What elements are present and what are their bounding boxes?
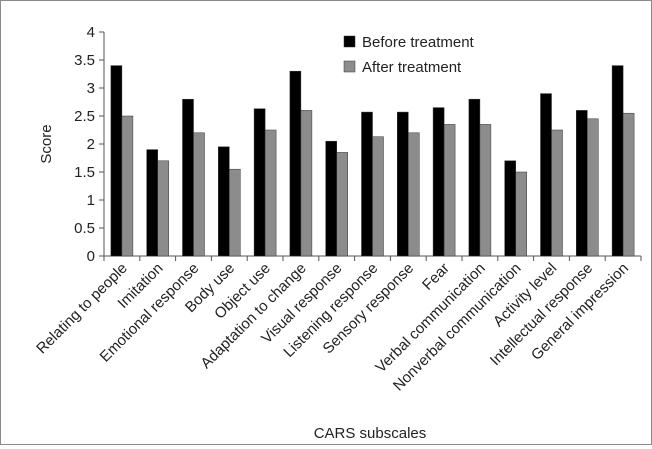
bar-before-treatment — [110, 65, 123, 257]
bar-after-treatment — [551, 129, 563, 257]
y-tick-label: 4 — [87, 24, 95, 41]
bar-after-treatment — [121, 115, 134, 257]
bar-after-treatment — [264, 129, 277, 257]
bar-after-treatment — [408, 132, 420, 257]
legend-swatch — [343, 60, 356, 73]
y-axis-label: Score — [38, 124, 55, 163]
legend: Before treatment After treatment — [343, 34, 475, 76]
bar-before-treatment — [432, 107, 445, 257]
y-axis: 0 0.5 1 1.5 2 2.5 3 3.5 4 — [74, 24, 105, 265]
bar-after-treatment — [622, 112, 635, 257]
bar-before-treatment — [146, 149, 158, 257]
bars — [110, 65, 635, 257]
legend-label: Before treatment — [362, 34, 475, 51]
y-tick-label: 1 — [87, 192, 95, 209]
bar-before-treatment — [397, 111, 409, 257]
y-tick-label: 3.5 — [74, 52, 95, 69]
bar-before-treatment — [218, 146, 230, 257]
bar-before-treatment — [361, 111, 373, 257]
y-tick-label: 0 — [87, 248, 95, 265]
bar-after-treatment — [372, 136, 384, 257]
x-axis-label: CARS subscales — [314, 425, 427, 442]
y-tick-label: 3 — [87, 80, 95, 97]
bar-after-treatment — [193, 132, 205, 257]
y-tick-label: 2.5 — [74, 108, 95, 125]
x-axis — [103, 255, 642, 261]
bar-before-treatment — [182, 98, 194, 257]
bar-before-treatment — [289, 70, 302, 257]
bar-before-treatment — [468, 98, 481, 257]
legend-swatch — [343, 35, 356, 48]
bar-after-treatment — [479, 124, 492, 257]
y-tick-label: 2 — [87, 136, 95, 153]
bar-before-treatment — [253, 108, 266, 257]
y-tick-label: 0.5 — [74, 220, 95, 237]
bar-before-treatment — [504, 160, 516, 257]
bar-before-treatment — [540, 93, 552, 257]
bar-after-treatment — [157, 160, 169, 257]
bar-before-treatment — [325, 140, 337, 257]
bar-after-treatment — [300, 110, 313, 257]
bar-after-treatment — [515, 171, 527, 257]
bar-after-treatment — [443, 124, 456, 257]
bar-after-treatment — [587, 118, 599, 257]
y-tick-label: 1.5 — [74, 164, 95, 181]
bar-before-treatment — [576, 110, 588, 257]
legend-label: After treatment — [362, 59, 462, 76]
bar-after-treatment — [336, 152, 348, 257]
bar-before-treatment — [611, 65, 624, 257]
bar-after-treatment — [229, 168, 241, 257]
